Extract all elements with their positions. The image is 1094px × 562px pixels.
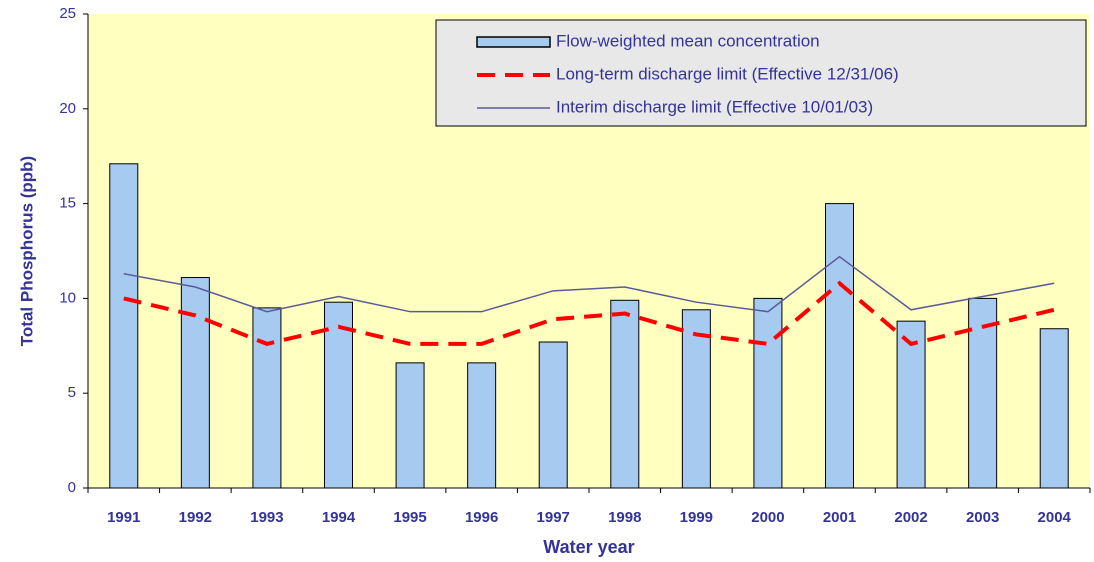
x-tick-label: 1998	[608, 509, 641, 526]
legend-swatch	[476, 36, 551, 48]
x-axis-label: Water year	[543, 537, 634, 557]
x-tick-label: 2004	[1038, 509, 1072, 526]
x-tick-label: 1992	[179, 509, 212, 526]
legend-label: Flow-weighted mean concentration	[556, 31, 820, 50]
legend-label: Interim discharge limit (Effective 10/01…	[556, 97, 873, 116]
x-tick-label: 2002	[894, 509, 927, 526]
y-tick-label: 20	[59, 100, 76, 117]
x-tick-label: 2003	[966, 509, 999, 526]
line	[123, 280, 1055, 347]
line	[123, 255, 1055, 313]
x-tick-label: 1996	[465, 509, 498, 526]
bar	[180, 277, 210, 489]
bar	[753, 297, 783, 489]
x-tick-label: 1994	[322, 509, 356, 526]
x-tick-label: 2000	[751, 509, 784, 526]
bar	[538, 341, 568, 489]
legend-label: Long-term discharge limit (Effective 12/…	[556, 64, 899, 83]
x-tick-label: 1995	[393, 509, 426, 526]
bar	[1039, 328, 1069, 489]
bar	[324, 301, 353, 489]
bar	[896, 320, 926, 489]
x-tick-label: 2001	[823, 509, 856, 526]
x-tick-label: 1997	[537, 509, 570, 526]
x-tick-label: 1999	[680, 509, 713, 526]
y-tick-label: 5	[68, 384, 76, 401]
y-tick-label: 25	[59, 5, 76, 22]
y-tick-label: 10	[59, 289, 76, 306]
bar	[252, 307, 282, 489]
bar	[825, 203, 854, 489]
x-tick-label: 1993	[250, 509, 283, 526]
bar	[467, 362, 497, 489]
y-axis-label: Total Phosphorus (ppb)	[17, 156, 36, 346]
x-tick-label: 1991	[107, 509, 140, 526]
bar	[610, 299, 640, 489]
bar	[968, 297, 998, 489]
bar	[395, 362, 425, 489]
bar	[109, 163, 139, 489]
bar	[681, 309, 711, 489]
y-tick-label: 15	[59, 195, 76, 212]
y-tick-label: 0	[68, 479, 76, 496]
